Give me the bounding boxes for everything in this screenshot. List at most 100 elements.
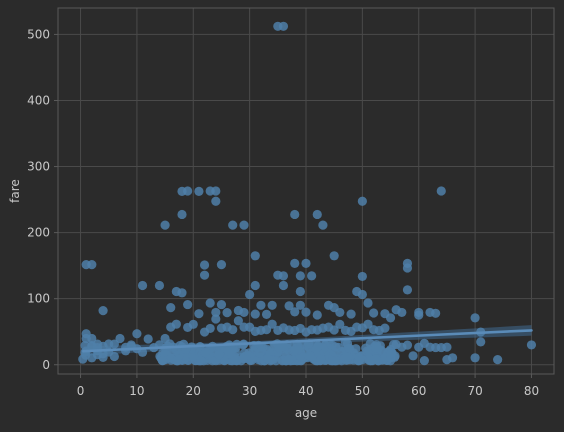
data-point [402,285,413,295]
data-point [305,351,316,361]
x-tick-label: 80 [524,384,539,398]
data-point [211,314,221,324]
data-point [247,355,257,365]
data-point [402,263,413,273]
data-point [171,319,181,329]
data-point [189,352,199,362]
y-tick-labels: 0 100 200 300 400 500 [27,27,58,372]
data-point [160,333,170,344]
y-tick-label: 200 [27,226,50,240]
data-point [289,346,299,356]
data-point [245,289,255,300]
data-point [343,352,353,362]
data-point [160,220,170,230]
data-point [385,349,396,359]
data-point [295,271,305,281]
data-point [402,340,413,350]
regression-line-layer [82,329,533,353]
data-point [526,340,537,350]
regression-line [82,329,533,353]
data-point [327,356,338,366]
data-point [431,308,441,318]
data-point [87,260,97,270]
data-point [255,348,265,358]
data-point [207,356,218,366]
data-point [222,308,232,318]
data-point [295,286,305,297]
data-point [205,298,215,308]
data-point [211,196,221,206]
data-point [369,308,379,318]
data-point [205,323,215,334]
data-point [284,354,294,364]
x-tick-label: 60 [411,384,426,398]
data-point [357,196,367,206]
x-axis-label: age [295,406,317,420]
points-layer [78,21,537,366]
data-point [200,347,211,358]
data-point [250,251,260,261]
data-point [199,270,210,280]
y-tick-label: 100 [27,292,50,306]
data-point [295,300,305,310]
x-tick-label: 0 [77,384,85,398]
data-point [157,356,167,366]
y-tick-label: 300 [27,160,50,174]
data-point [470,353,480,363]
data-point [87,333,97,344]
y-tick-label: 400 [27,93,50,107]
data-point [183,186,193,196]
data-point [408,351,418,361]
data-point [109,351,119,362]
data-point [316,354,326,364]
data-point [256,300,266,310]
data-point [312,310,322,320]
data-point [357,289,367,300]
data-point [177,209,187,220]
data-point [278,271,289,281]
data-point [397,307,407,318]
data-point [414,310,424,320]
data-point [137,280,148,291]
data-point [278,21,289,31]
data-point [335,307,345,318]
data-point [363,298,373,308]
data-point [154,280,165,291]
data-point [290,307,300,317]
data-point [211,186,221,196]
data-point [171,346,181,356]
data-point [470,313,480,323]
data-point [307,271,317,281]
data-point [188,319,198,329]
data-point [104,339,114,349]
data-point [233,316,243,326]
data-point [194,309,204,319]
data-point [228,220,238,230]
data-point [166,303,176,313]
data-point [380,323,390,333]
data-point [267,319,277,329]
x-tick-label: 10 [129,384,144,398]
data-point [216,260,227,270]
data-point [98,352,108,363]
data-point [223,346,233,356]
data-point [98,306,108,316]
data-point [244,348,254,358]
x-tick-label: 70 [467,384,482,398]
data-point [290,209,300,220]
data-point [436,186,446,196]
data-point [275,343,285,353]
data-point [419,356,429,366]
data-point [313,342,323,352]
x-tick-labels: 0 10 20 30 40 50 60 70 80 [77,374,539,398]
data-point [357,355,367,365]
data-point [346,309,356,319]
data-point [143,334,153,344]
data-point [385,313,396,323]
data-point [194,186,204,196]
data-point [250,309,260,319]
data-point [199,260,210,270]
data-point [115,333,125,344]
data-point [196,356,206,366]
data-point [329,325,339,335]
